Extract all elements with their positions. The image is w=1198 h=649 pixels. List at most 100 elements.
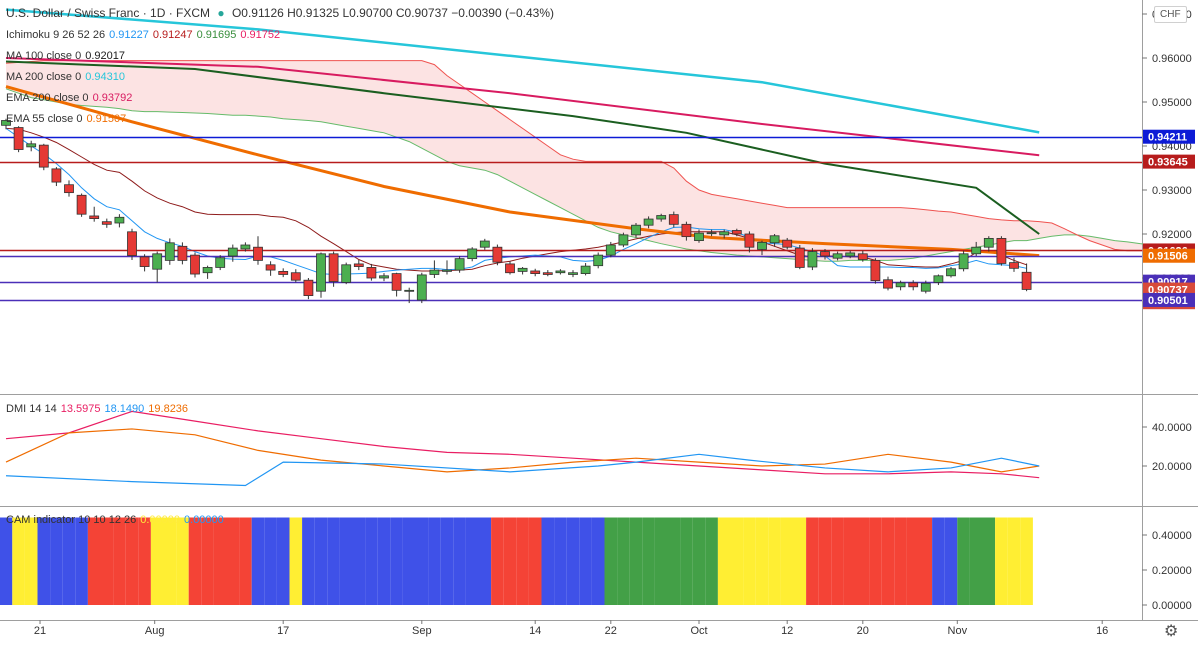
ema55-line xyxy=(5,85,1040,258)
candle-body xyxy=(505,263,515,274)
cam-bar xyxy=(554,517,567,605)
candle-body xyxy=(631,224,641,236)
cam-bar xyxy=(0,517,13,605)
price-tick-label: 0.95000 xyxy=(1152,97,1192,109)
cam-bar xyxy=(415,517,429,605)
candle-body xyxy=(177,245,188,261)
cam-bar xyxy=(755,517,769,605)
candle-body xyxy=(316,253,326,292)
candle-body xyxy=(794,247,805,268)
legend-label: EMA 200 close 0 xyxy=(6,92,89,104)
candle-body xyxy=(845,252,856,257)
cam-bar xyxy=(768,517,781,605)
indicator-legend[interactable]: EMA 200 close 0 0.93792 xyxy=(6,92,136,104)
cam-bar xyxy=(314,517,328,605)
ma100-line xyxy=(5,60,1040,235)
indicator-legend[interactable]: MA 200 close 0 0.94310 xyxy=(6,71,129,83)
candle-body xyxy=(681,223,692,238)
cam-bar xyxy=(377,517,391,605)
candle-body xyxy=(379,275,389,279)
candle-body xyxy=(820,251,830,257)
legend-value: 0.93792 xyxy=(92,92,133,104)
price-label-tag xyxy=(1143,292,1195,307)
candle-body xyxy=(1021,271,1032,290)
candle-body xyxy=(782,239,793,248)
candle-body xyxy=(139,256,150,267)
cam-bar xyxy=(339,517,353,605)
cam-tick-label: 0.00000 xyxy=(1152,600,1192,612)
cam-bar xyxy=(402,517,416,605)
cam-bar xyxy=(365,517,378,605)
cam-bar xyxy=(516,517,529,605)
price-label-text: 0.94211 xyxy=(1148,132,1187,144)
cam-tick-label: 0.20000 xyxy=(1152,565,1192,577)
price-label-tag xyxy=(1143,248,1195,263)
cam-bar xyxy=(856,517,870,605)
legend-value: 19.8236 xyxy=(148,403,189,415)
cam-bar xyxy=(692,517,706,605)
cam-bar xyxy=(906,517,920,605)
cam-bar xyxy=(352,517,366,605)
cam-bar xyxy=(969,517,983,605)
dmi-adx-line xyxy=(5,428,1040,473)
candle-body xyxy=(202,267,213,274)
candle-body xyxy=(883,279,893,289)
cam-bar xyxy=(642,517,655,605)
price-tick-label: 0.94000 xyxy=(1152,141,1192,153)
time-tick-label: Aug xyxy=(145,625,165,637)
candle-body xyxy=(38,144,49,168)
candle-body xyxy=(744,233,755,248)
time-tick-label: 12 xyxy=(781,625,793,637)
indicator-legend[interactable]: MA 100 close 0 0.92017 xyxy=(6,50,129,62)
candle-body xyxy=(290,272,301,281)
cam-bar xyxy=(75,517,88,605)
legend-value: 0.91507 xyxy=(86,113,127,125)
legend-label: CAM indicator 10 10 12 26 xyxy=(6,514,137,526)
candle-body xyxy=(719,231,730,236)
candle-body xyxy=(492,246,503,263)
cam-bar xyxy=(604,517,618,605)
candle-body xyxy=(517,267,528,272)
time-tick-label: Nov xyxy=(948,625,968,637)
candle-body xyxy=(467,248,478,260)
cam-bar xyxy=(1007,517,1021,605)
candle-body xyxy=(694,232,704,241)
cam-bar xyxy=(276,517,290,605)
candle-body xyxy=(807,251,818,268)
ohlc-readout: O0.91126 H0.91325 L0.90700 C0.90737 −0.0… xyxy=(231,6,555,20)
cam-bar xyxy=(995,517,1008,605)
cam-bar xyxy=(541,517,555,605)
legend-value: 0.92017 xyxy=(85,50,125,62)
candle-body xyxy=(64,184,74,194)
legend-value: 0.94310 xyxy=(85,71,125,83)
cam-bar xyxy=(944,517,958,605)
indicator-legend[interactable]: EMA 55 close 0 0.91507 xyxy=(6,113,130,125)
candle-body xyxy=(656,215,667,220)
time-tick-label: 14 xyxy=(529,625,541,637)
header-legend: U.S. Dollar / Swiss Franc · 1D · FXCM ● … xyxy=(6,6,558,20)
cam-bar xyxy=(680,517,693,605)
indicator-legend[interactable]: Ichimoku 9 26 52 26 0.91227 0.91247 0.91695… xyxy=(6,29,284,41)
cam-bar xyxy=(730,517,744,605)
cam-bar xyxy=(163,517,177,605)
cam-bar xyxy=(957,517,970,605)
price-tick-label: 0.93000 xyxy=(1152,185,1192,197)
dmi-legend[interactable]: DMI 14 14 13.5975 18.1490 19.8236 xyxy=(6,403,192,415)
legend-value: 0.91695 xyxy=(196,29,237,41)
candle-body xyxy=(391,273,402,291)
legend-value: 0.00000 xyxy=(140,514,181,526)
cam-legend[interactable]: CAM indicator 10 10 12 26 0.00000 0.00000 xyxy=(6,514,228,526)
time-tick-label: 20 xyxy=(857,625,869,637)
candle-body xyxy=(114,216,125,224)
settings-gear-icon[interactable]: ⚙ xyxy=(1164,621,1178,640)
candle-body xyxy=(101,221,112,225)
time-tick-label: 16 xyxy=(1096,625,1108,637)
cam-bar xyxy=(87,517,101,605)
candle-body xyxy=(51,168,62,183)
cam-bar xyxy=(239,517,252,605)
legend-value: 13.5975 xyxy=(60,403,101,415)
candle-body xyxy=(996,237,1007,264)
currency-button[interactable]: CHF xyxy=(1154,6,1187,23)
cam-bar xyxy=(188,517,202,605)
